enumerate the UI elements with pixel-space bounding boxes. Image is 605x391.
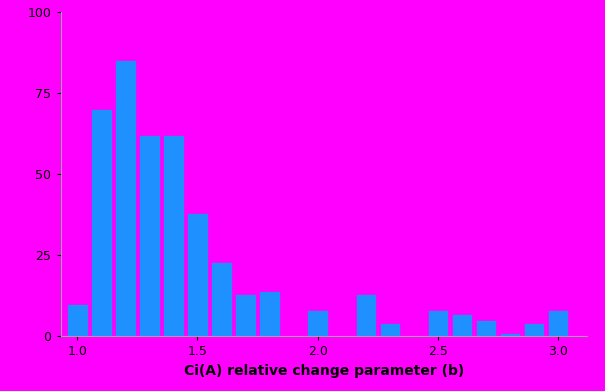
X-axis label: Ci(A) relative change parameter (b): Ci(A) relative change parameter (b) bbox=[183, 364, 464, 378]
Bar bbox=[188, 213, 208, 336]
Bar bbox=[500, 333, 520, 336]
Bar bbox=[115, 60, 136, 336]
Bar bbox=[452, 314, 472, 336]
Bar bbox=[211, 262, 232, 336]
Bar bbox=[476, 320, 496, 336]
Bar bbox=[524, 323, 544, 336]
Bar bbox=[67, 304, 88, 336]
Bar bbox=[260, 291, 280, 336]
Bar bbox=[163, 135, 184, 336]
Bar bbox=[139, 135, 160, 336]
Bar bbox=[235, 294, 256, 336]
Bar bbox=[548, 310, 568, 336]
Bar bbox=[356, 294, 376, 336]
Bar bbox=[91, 109, 111, 336]
Bar bbox=[379, 323, 400, 336]
Bar bbox=[307, 310, 328, 336]
Bar bbox=[428, 310, 448, 336]
